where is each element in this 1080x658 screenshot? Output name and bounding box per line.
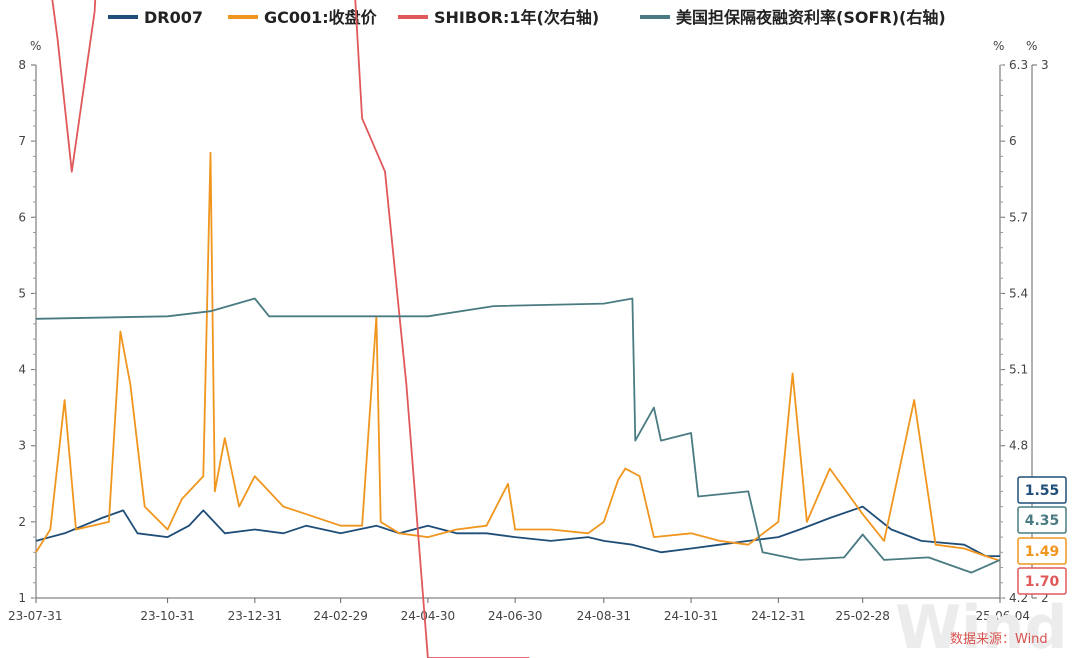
- source-note: 数据来源：Wind: [950, 632, 1048, 647]
- end-label-box: [1017, 476, 1067, 504]
- legend-label: 美国担保隔夜融资利率(SOFR)(右轴): [676, 8, 946, 27]
- right2-unit: %: [1026, 39, 1037, 53]
- right-tick-label: 5.4: [1009, 286, 1028, 300]
- end-labels: 1.55 4.35 1.49 1.70: [1017, 476, 1067, 595]
- series-line: [35, 505, 1000, 557]
- x-tick-label: 24-04-30: [401, 609, 455, 623]
- left-tick-label: 3: [18, 439, 26, 453]
- right-tick-label: 4.8: [1009, 439, 1028, 453]
- left-tick-label: 1: [18, 591, 26, 605]
- right2-tick-label: 3: [1041, 58, 1049, 72]
- right-tick-label: 6: [1009, 134, 1017, 148]
- legend-label: DR007: [144, 8, 203, 27]
- left-tick-label: 4: [18, 363, 26, 377]
- series-line: [35, 151, 1001, 562]
- x-tick-label: 24-08-31: [577, 609, 631, 623]
- end-label-box: [1017, 537, 1067, 565]
- right-tick-label: 5.1: [1009, 363, 1028, 377]
- left-tick-label: 6: [18, 210, 26, 224]
- left-unit: %: [30, 39, 41, 53]
- left-tick-label: 8: [18, 58, 26, 72]
- x-tick-label: 24-06-30: [488, 609, 542, 623]
- left-tick-label: 2: [18, 515, 26, 529]
- legend-label: SHIBOR:1年(次右轴): [434, 8, 599, 27]
- watermark-text: Wind: [895, 593, 1067, 658]
- right-unit: %: [993, 39, 1004, 53]
- legend-label: GC001:收盘价: [264, 8, 378, 27]
- x-tick-label: 25-02-28: [835, 609, 889, 623]
- x-tick-label: 23-10-31: [140, 609, 194, 623]
- end-label-box: [1017, 567, 1067, 595]
- x-tick-label: 24-10-31: [664, 609, 718, 623]
- end-label-value: 1.49: [1025, 544, 1060, 560]
- left-tick-label: 7: [18, 134, 26, 148]
- right2-tick-label: 2: [1041, 591, 1049, 605]
- right-tick-label: 5.7: [1009, 210, 1028, 224]
- series-line: [35, 297, 1001, 574]
- x-tick-label: 25-06-04: [976, 609, 1030, 623]
- series-line: [51, 0, 530, 658]
- end-label-value: 1.70: [1025, 574, 1060, 590]
- end-label-box: [1017, 506, 1067, 534]
- x-tick-label: 24-12-31: [751, 609, 805, 623]
- legend: DR007 GC001:收盘价 SHIBOR:1年(次右轴) 美国担保隔夜融资利率(S…: [108, 8, 946, 27]
- right-tick-label: 6.3: [1009, 58, 1028, 72]
- x-tick-label: 24-02-29: [313, 609, 367, 623]
- end-label-value: 1.55: [1025, 483, 1060, 499]
- x-tick-label: 23-12-31: [228, 609, 282, 623]
- end-label-value: 4.35: [1025, 513, 1060, 529]
- x-tick-label: 23-07-31: [8, 609, 62, 623]
- plot-frame: [35, 65, 1033, 599]
- left-tick-label: 5: [18, 286, 26, 300]
- series-lines: [35, 0, 1001, 658]
- axis-ticks: %% %123456784.24.85.15.45.766.32323-07-31…: [8, 39, 1049, 623]
